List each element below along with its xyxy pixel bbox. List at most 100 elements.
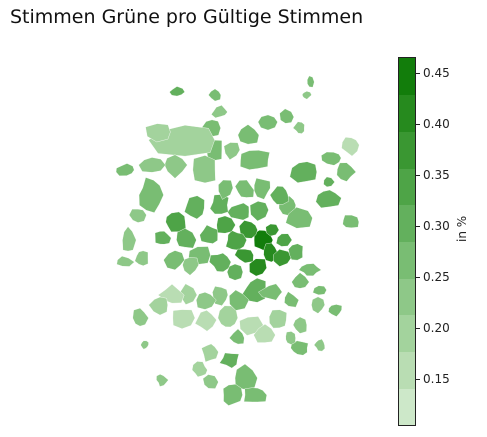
district — [321, 151, 342, 166]
district — [223, 142, 241, 161]
district — [225, 230, 247, 251]
district — [341, 136, 360, 157]
district — [313, 338, 326, 352]
district — [169, 86, 186, 97]
district — [229, 328, 245, 345]
colorbar-step — [399, 241, 415, 279]
district — [209, 252, 232, 273]
district — [216, 215, 236, 234]
district — [212, 286, 229, 306]
district — [211, 104, 228, 119]
colorbar-tick — [416, 379, 420, 381]
colorbar-step — [399, 351, 415, 389]
district — [156, 373, 169, 387]
colorbar-step — [399, 94, 415, 132]
district — [202, 374, 219, 389]
colorbar-step — [399, 278, 415, 316]
district — [289, 161, 318, 184]
colorbar-step — [399, 131, 415, 169]
district — [234, 248, 254, 264]
district — [195, 291, 217, 310]
district — [148, 296, 168, 316]
district — [312, 285, 327, 296]
district — [249, 258, 267, 277]
district — [138, 157, 166, 173]
district — [253, 177, 271, 200]
colorbar-tick — [416, 226, 420, 228]
district — [288, 243, 304, 261]
district — [268, 309, 287, 329]
colorbar-step — [399, 204, 415, 242]
map-title: Stimmen Grüne pro Gültige Stimmen — [10, 6, 364, 28]
district — [192, 155, 216, 184]
district — [291, 272, 310, 289]
district — [336, 162, 357, 182]
colorbar-tick-label: 0.15 — [423, 372, 450, 387]
district — [219, 352, 240, 369]
district — [342, 214, 360, 229]
colorbar-step — [399, 168, 415, 206]
colorbar-tick — [416, 277, 420, 279]
district — [323, 176, 335, 188]
district — [302, 90, 312, 100]
colorbar-tick-label: 0.45 — [423, 66, 450, 81]
district — [273, 249, 292, 267]
district — [249, 200, 269, 222]
district — [163, 250, 185, 271]
district — [199, 224, 218, 244]
district — [237, 124, 260, 145]
district — [328, 304, 343, 317]
colorbar-tick-label: 0.35 — [423, 168, 450, 183]
district — [138, 177, 164, 213]
district — [315, 189, 342, 209]
district — [241, 277, 267, 303]
district — [227, 202, 250, 221]
colorbar-tick-label: 0.30 — [423, 219, 450, 234]
district — [128, 208, 147, 223]
district — [243, 387, 268, 403]
district — [279, 108, 295, 124]
colorbar-step — [399, 58, 415, 96]
district — [201, 343, 219, 363]
district — [238, 220, 258, 239]
colorbar-tick — [416, 124, 420, 126]
colorbar-tick-label: 0.40 — [423, 117, 450, 132]
district — [182, 257, 199, 276]
district — [285, 206, 313, 229]
colorbar-tick — [416, 73, 420, 75]
district — [208, 88, 222, 102]
district — [311, 296, 326, 314]
district — [194, 310, 217, 332]
district — [284, 291, 300, 308]
district — [298, 263, 322, 277]
district — [226, 263, 244, 281]
district — [285, 331, 296, 345]
district — [140, 340, 149, 350]
district — [292, 316, 308, 334]
colorbar-step — [399, 314, 415, 353]
district — [218, 179, 234, 200]
district — [257, 114, 278, 131]
district — [234, 179, 255, 198]
district — [275, 233, 293, 247]
district — [234, 363, 258, 390]
district — [132, 307, 149, 327]
district — [292, 121, 305, 134]
colorbar-tick-label: 0.20 — [423, 321, 450, 336]
district — [240, 150, 270, 170]
colorbar-tick — [416, 328, 420, 330]
district — [191, 361, 208, 378]
district — [290, 340, 309, 356]
colorbar — [398, 57, 416, 426]
district — [172, 309, 196, 330]
district — [222, 383, 243, 406]
colorbar-tick — [416, 175, 420, 177]
district — [269, 185, 289, 205]
district-polygons — [115, 75, 360, 406]
colorbar-label: in % — [455, 215, 469, 242]
colorbar-step — [399, 388, 415, 425]
district — [165, 211, 187, 233]
district — [258, 283, 283, 301]
district — [154, 230, 172, 245]
district — [265, 223, 280, 237]
